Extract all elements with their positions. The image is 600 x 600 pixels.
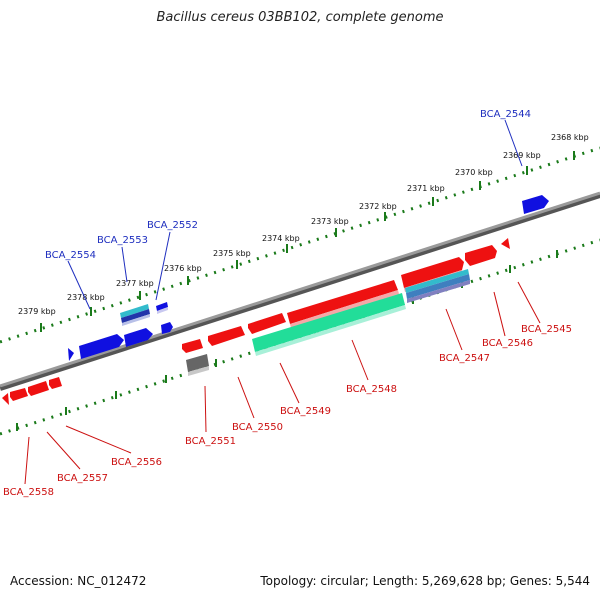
backbone [0, 191, 600, 391]
callout-line [237, 376, 255, 419]
gene-label-bca-2554[interactable]: BCA_2554 [45, 250, 96, 261]
gene-arrow-forward[interactable] [79, 334, 124, 359]
scale-label: 2379 kbp [18, 307, 56, 316]
callout-line [46, 431, 81, 470]
feature-block-teal-shadow [255, 305, 406, 356]
backbone-line [0, 191, 600, 388]
scale-label: 2368 kbp [551, 133, 589, 142]
forward-genes [68, 195, 549, 361]
callout-line [493, 291, 506, 337]
gene-arrow-reverse[interactable] [401, 257, 464, 288]
gene-arrow-reverse[interactable] [49, 377, 62, 389]
gene-arrow-reverse[interactable] [28, 381, 49, 396]
gene-arrow-reverse[interactable] [501, 238, 510, 249]
gene-arrow-forward[interactable] [124, 328, 153, 347]
scale-label: 2369 kbp [503, 151, 541, 160]
reverse-gene-labels: BCA_2545 BCA_2546 BCA_2547 BCA_2548 BCA_… [3, 324, 572, 498]
gene-label-bca-2546[interactable]: BCA_2546 [482, 338, 533, 349]
scale-ticks-outer [40, 151, 575, 332]
callout-lines [24, 119, 541, 485]
gene-arrow-forward[interactable] [522, 195, 549, 214]
gene-arrow-reverse[interactable] [248, 313, 286, 334]
callout-line [517, 281, 541, 324]
feature-block-gray-shadow [188, 366, 209, 376]
feature-strip [120, 304, 149, 318]
scale-label: 2372 kbp [359, 202, 397, 211]
gene-label-bca-2548[interactable]: BCA_2548 [346, 384, 397, 395]
feature-block-gray [186, 354, 209, 372]
scale-label: 2378 kbp [67, 293, 105, 302]
gene-shadow [290, 290, 399, 328]
gene-label-bca-2549[interactable]: BCA_2549 [280, 406, 331, 417]
callout-line [279, 362, 300, 404]
callout-line [67, 260, 91, 310]
scale-label: 2371 kbp [407, 184, 445, 193]
gene-arrow-forward[interactable] [161, 322, 173, 334]
callout-line [65, 425, 132, 454]
reverse-genes [2, 238, 510, 405]
gene-arrow-forward[interactable] [68, 348, 74, 361]
scale-label: 2374 kbp [262, 234, 300, 243]
forward-gene-labels: BCA_2544 BCA_2552 BCA_2553 BCA_2554 [45, 109, 531, 261]
gene-label-bca-2557[interactable]: BCA_2557 [57, 473, 108, 484]
scale-label: 2370 kbp [455, 168, 493, 177]
genome-summary-text: Topology: circular; Length: 5,269,628 bp… [260, 574, 590, 588]
scale-labels: 2368 kbp 2369 kbp 2370 kbp 2371 kbp 2372… [18, 133, 589, 316]
feature-strip [157, 307, 168, 314]
callout-line [121, 246, 128, 283]
map-title: Bacillus cereus 03BB102, complete genome [156, 10, 444, 25]
callout-line [504, 119, 523, 167]
gene-arrow-reverse[interactable] [182, 339, 203, 353]
scale-label: 2376 kbp [164, 264, 202, 273]
feature-strip-violet [407, 280, 470, 303]
scale-label: 2375 kbp [213, 249, 251, 258]
scale-label: 2373 kbp [311, 217, 349, 226]
callout-line [24, 436, 30, 485]
gene-label-bca-2550[interactable]: BCA_2550 [232, 422, 283, 433]
gene-arrow-reverse[interactable] [287, 280, 398, 324]
gene-label-bca-2553[interactable]: BCA_2553 [97, 235, 148, 246]
gene-arrow-reverse[interactable] [2, 393, 9, 405]
callout-line [155, 231, 171, 301]
gene-label-bca-2547[interactable]: BCA_2547 [439, 353, 490, 364]
gene-arrow-reverse[interactable] [465, 245, 497, 266]
backbone-shadow [0, 192, 600, 391]
gene-label-bca-2544[interactable]: BCA_2544 [480, 109, 531, 120]
scale-label: 2377 kbp [116, 279, 154, 288]
feature-strip [156, 302, 168, 311]
gene-label-bca-2545[interactable]: BCA_2545 [521, 324, 572, 335]
callout-line [351, 339, 369, 381]
gene-label-bca-2551[interactable]: BCA_2551 [185, 436, 236, 447]
feature-strip-cyan [405, 269, 469, 293]
feature-strip [122, 314, 150, 326]
gene-label-bca-2556[interactable]: BCA_2556 [111, 457, 162, 468]
feature-strip-blue [406, 274, 470, 299]
gene-label-bca-2558[interactable]: BCA_2558 [3, 487, 54, 498]
scale-track-outer [0, 146, 600, 344]
callout-line [445, 308, 463, 351]
colored-features [186, 269, 470, 376]
gene-arrow-reverse[interactable] [10, 388, 28, 401]
accession-text: Accession: NC_012472 [10, 574, 147, 588]
callout-line [204, 385, 207, 433]
feature-strip [121, 309, 150, 323]
gene-arrow-reverse[interactable] [208, 326, 245, 346]
gene-label-bca-2552[interactable]: BCA_2552 [147, 220, 198, 231]
feature-block-teal [252, 293, 405, 352]
